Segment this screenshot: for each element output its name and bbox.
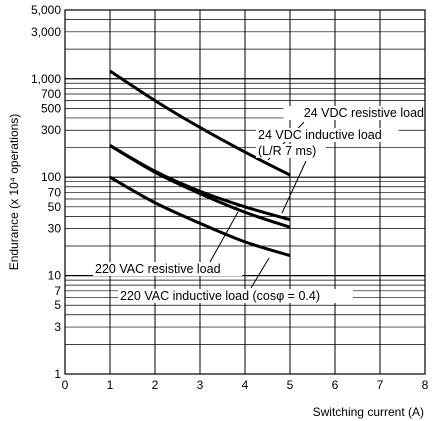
y-tick-label: 5,000: [31, 3, 61, 17]
annotation-text: 24 VDC resistive load: [304, 106, 424, 120]
series-lines: [109, 69, 291, 257]
x-tick-label: 1: [107, 378, 114, 392]
annotation-background: [256, 128, 399, 142]
annotation-background: [93, 262, 243, 276]
y-tick-label: 700: [41, 87, 61, 101]
x-tick-label: 8: [422, 378, 429, 392]
annotation-leader: [250, 257, 270, 289]
annotation-text: 24 VDC inductive load: [258, 128, 382, 142]
grid: [65, 9, 425, 374]
annotation-background: [256, 144, 326, 158]
y-tick-label: 7: [54, 284, 61, 298]
plot-frame: [64, 9, 426, 375]
x-tick-label: 0: [62, 378, 69, 392]
y-tick-label: 70: [48, 185, 62, 199]
y-tick-label: 300: [41, 123, 61, 137]
annotation-text: 220 VAC resistive load: [95, 262, 221, 276]
y-tick-label: 1: [54, 367, 61, 381]
y-tick-label: 5: [54, 298, 61, 312]
x-tick-label: 5: [287, 378, 294, 392]
series-annotation: 24 VDC resistive load: [267, 106, 426, 161]
y-tick-label: 1,000: [31, 72, 61, 86]
annotation-background: [118, 289, 353, 303]
series-line: [109, 144, 291, 229]
x-tick-label: 7: [377, 378, 384, 392]
y-tick-label: 100: [41, 170, 61, 184]
x-tick-label: 4: [242, 378, 249, 392]
series-annotation: 220 VAC resistive load: [93, 211, 243, 276]
annotation-text: 220 VAC inductive load (cosφ = 0.4): [120, 289, 320, 303]
x-axis-label: Switching current (A): [313, 405, 424, 419]
annotation-leader: [209, 211, 239, 263]
series-annotation: 220 VAC inductive load (cosφ = 0.4): [118, 257, 353, 303]
x-tick-label: 3: [197, 378, 204, 392]
x-tick-labels: 0 1 2 3 4 5 6 7 8: [62, 378, 429, 392]
y-tick-label: 30: [48, 222, 62, 236]
x-tick-label: 2: [152, 378, 159, 392]
y-tick-label: 3,000: [31, 25, 61, 39]
y-tick-label: 10: [48, 269, 62, 283]
annotation-leader: [281, 160, 307, 214]
series-line: [109, 175, 291, 257]
annotation-background: [283, 106, 426, 120]
series-line: [109, 69, 291, 177]
y-tick-label: 500: [41, 101, 61, 115]
series-annotation: 24 VDC inductive load (L/R 7 ms): [256, 128, 399, 214]
annotation-text: (L/R 7 ms): [258, 144, 316, 158]
y-tick-label: 3: [54, 320, 61, 334]
y-tick-label: 50: [48, 200, 62, 214]
x-tick-label: 6: [332, 378, 339, 392]
annotations: 24 VDC resistive load 24 VDC inductive lo…: [93, 106, 426, 303]
y-axis-label: Endurance (x 10⁴ operations): [7, 114, 21, 271]
